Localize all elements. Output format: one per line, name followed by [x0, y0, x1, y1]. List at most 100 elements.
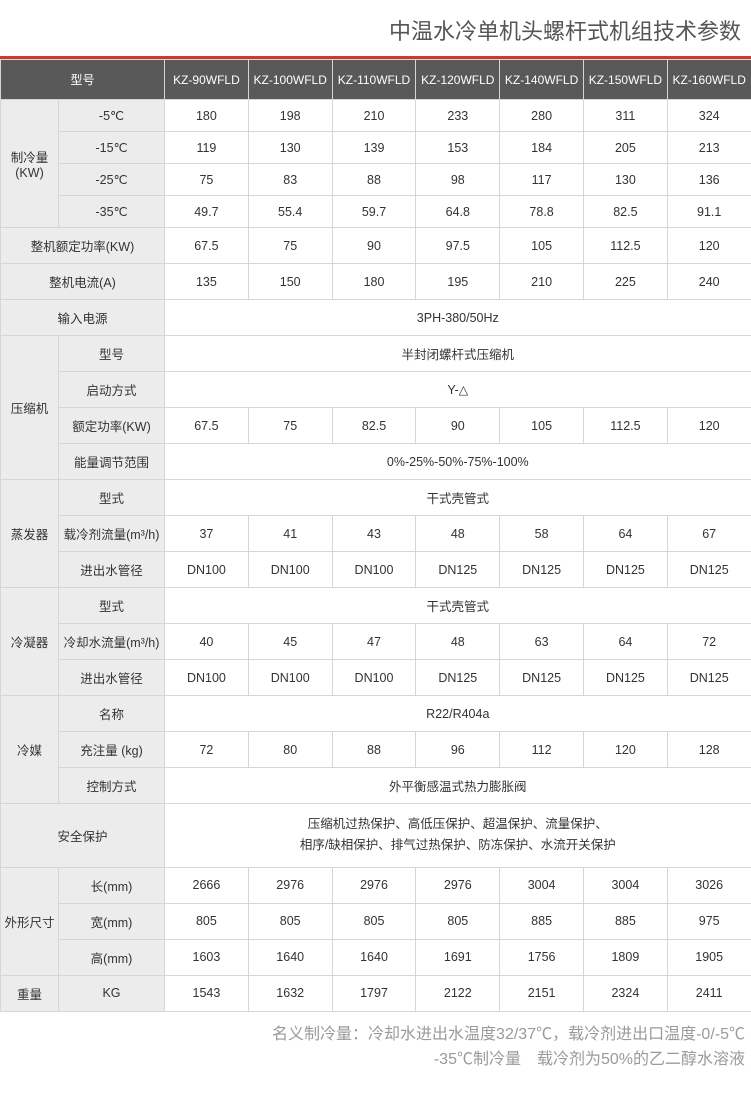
footnote: 名义制冷量：冷却水进出水温度32/37℃，载冷剂进出口温度-0/-5℃ -35℃…	[0, 1012, 751, 1093]
span-value: Y-△	[165, 372, 751, 408]
table-row: 启动方式 Y-△	[1, 372, 751, 408]
cell: DN125	[500, 660, 584, 696]
safety-line1: 压缩机过热保护、高低压保护、超温保护、流量保护、	[308, 817, 608, 831]
cell: 59.7	[332, 196, 416, 228]
row-label: 整机电流(A)	[1, 264, 165, 300]
cell: DN100	[332, 660, 416, 696]
cell: 225	[584, 264, 668, 300]
cell: 55.4	[248, 196, 332, 228]
table-row: 重量 KG 1543 1632 1797 2122 2151 2324 2411	[1, 975, 751, 1011]
cell: 78.8	[500, 196, 584, 228]
cell: 67	[667, 516, 751, 552]
cell: 80	[248, 732, 332, 768]
cell: 1543	[165, 975, 249, 1011]
row-label: 型式	[59, 480, 165, 516]
cell: 805	[165, 903, 249, 939]
cell: 150	[248, 264, 332, 300]
table-row: 整机电流(A) 135 150 180 195 210 225 240	[1, 264, 751, 300]
cell: 128	[667, 732, 751, 768]
header-model: KZ-140WFLD	[500, 60, 584, 100]
cell: 112	[500, 732, 584, 768]
cell: 112.5	[584, 408, 668, 444]
cell: 1691	[416, 939, 500, 975]
row-label: 宽(mm)	[59, 903, 165, 939]
header-model: KZ-120WFLD	[416, 60, 500, 100]
table-row: 宽(mm) 805 805 805 805 885 885 975	[1, 903, 751, 939]
cell: 1632	[248, 975, 332, 1011]
cell: 136	[667, 164, 751, 196]
header-model: KZ-160WFLD	[667, 60, 751, 100]
cell: 64.8	[416, 196, 500, 228]
safety-value: 压缩机过热保护、高低压保护、超温保护、流量保护、 相序/缺相保护、排气过热保护、…	[165, 804, 751, 868]
cell: 49.7	[165, 196, 249, 228]
cell: 195	[416, 264, 500, 300]
cell: 1603	[165, 939, 249, 975]
table-row: 额定功率(KW) 67.5 75 82.5 90 105 112.5 120	[1, 408, 751, 444]
cell: 2976	[332, 867, 416, 903]
table-row: 安全保护 压缩机过热保护、高低压保护、超温保护、流量保护、 相序/缺相保护、排气…	[1, 804, 751, 868]
row-label: 进出水管径	[59, 552, 165, 588]
cell: 82.5	[332, 408, 416, 444]
cell: 105	[500, 408, 584, 444]
cell: 67.5	[165, 408, 249, 444]
cell: 75	[248, 228, 332, 264]
cell: 3004	[500, 867, 584, 903]
cell: DN125	[584, 660, 668, 696]
cell: 1797	[332, 975, 416, 1011]
cell: 72	[667, 624, 751, 660]
cell: 88	[332, 164, 416, 196]
cell: 153	[416, 132, 500, 164]
page-title: 中温水冷单机头螺杆式机组技术参数	[0, 0, 751, 59]
cell: 40	[165, 624, 249, 660]
group-dimensions: 外形尺寸	[1, 867, 59, 975]
span-value: 干式壳管式	[165, 588, 751, 624]
cell: 43	[332, 516, 416, 552]
cell: 210	[332, 100, 416, 132]
cell: DN125	[667, 660, 751, 696]
table-row: 充注量 (kg) 72 80 88 96 112 120 128	[1, 732, 751, 768]
span-value: 0%-25%-50%-75%-100%	[165, 444, 751, 480]
cell: 63	[500, 624, 584, 660]
cell: DN100	[332, 552, 416, 588]
cell: 117	[500, 164, 584, 196]
cell: 2976	[416, 867, 500, 903]
cell: 139	[332, 132, 416, 164]
row-label: 充注量 (kg)	[59, 732, 165, 768]
row-label: 载冷剂流量(m³/h)	[59, 516, 165, 552]
cell: 90	[332, 228, 416, 264]
cell: 205	[584, 132, 668, 164]
table-row: 蒸发器 型式 干式壳管式	[1, 480, 751, 516]
span-value: 外平衡感温式热力膨胀阀	[165, 768, 751, 804]
cell: 130	[584, 164, 668, 196]
cell: 67.5	[165, 228, 249, 264]
row-label: 安全保护	[1, 804, 165, 868]
cell: 1640	[248, 939, 332, 975]
cell: 2122	[416, 975, 500, 1011]
cell: 885	[584, 903, 668, 939]
span-value: 干式壳管式	[165, 480, 751, 516]
cell: 120	[667, 228, 751, 264]
cell: 180	[332, 264, 416, 300]
cell: 2976	[248, 867, 332, 903]
cell: 2411	[667, 975, 751, 1011]
row-label: KG	[59, 975, 165, 1011]
cell: 805	[416, 903, 500, 939]
cell: 48	[416, 624, 500, 660]
cell: 105	[500, 228, 584, 264]
footnote-line1: 名义制冷量：冷却水进出水温度32/37℃，载冷剂进出口温度-0/-5℃	[6, 1022, 745, 1048]
table-row: 高(mm) 1603 1640 1640 1691 1756 1809 1905	[1, 939, 751, 975]
table-row: -35℃ 49.7 55.4 59.7 64.8 78.8 82.5 91.1	[1, 196, 751, 228]
table-row: 整机额定功率(KW) 67.5 75 90 97.5 105 112.5 120	[1, 228, 751, 264]
cell: 45	[248, 624, 332, 660]
group-evaporator: 蒸发器	[1, 480, 59, 588]
table-row: 输入电源 3PH-380/50Hz	[1, 300, 751, 336]
span-value: R22/R404a	[165, 696, 751, 732]
cell: 198	[248, 100, 332, 132]
spec-table: 型号 KZ-90WFLD KZ-100WFLD KZ-110WFLD KZ-12…	[0, 59, 751, 1012]
table-row: 能量调节范围 0%-25%-50%-75%-100%	[1, 444, 751, 480]
row-label: 名称	[59, 696, 165, 732]
cell: 311	[584, 100, 668, 132]
cell: 91.1	[667, 196, 751, 228]
cell: DN125	[667, 552, 751, 588]
row-label: 高(mm)	[59, 939, 165, 975]
